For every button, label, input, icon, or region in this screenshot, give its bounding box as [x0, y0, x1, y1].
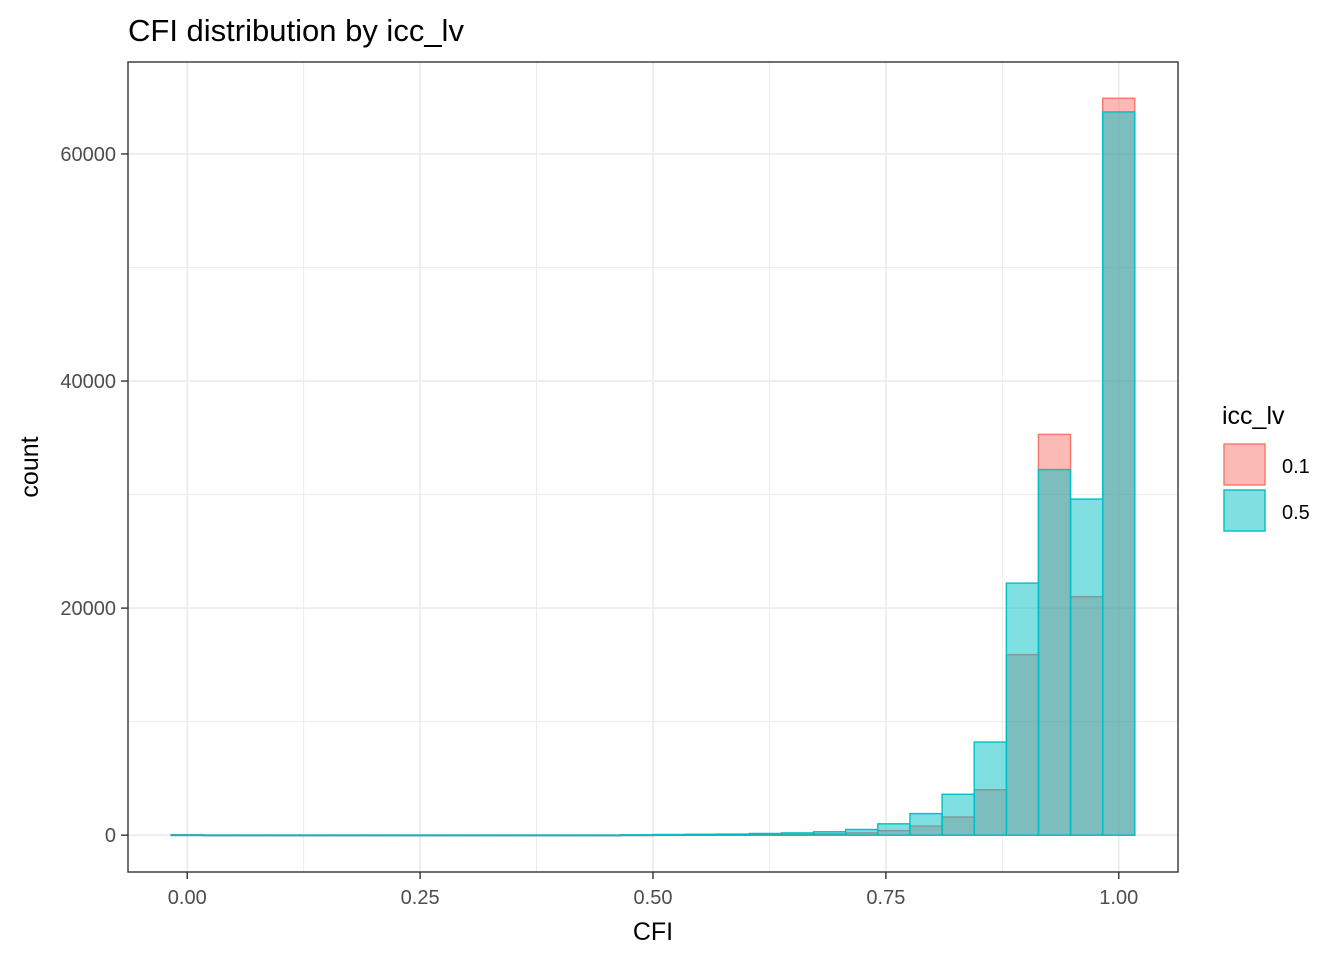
- plot-panel: [127, 61, 1179, 873]
- legend-label: 0.1: [1282, 456, 1310, 478]
- bar-0.5-13: [588, 834, 622, 837]
- bar-0.5-12: [555, 834, 590, 837]
- bar-0.5-29: [1101, 111, 1136, 836]
- bar-0.5-14: [620, 834, 654, 837]
- bar-0.5-8: [427, 834, 462, 837]
- x-tick-label: 1.00: [1099, 887, 1138, 909]
- bar-0.5-20: [812, 831, 847, 836]
- x-axis: 0.00 0.25 0.50 0.75 1.00: [168, 872, 1138, 909]
- bar-0.5-18: [748, 832, 783, 836]
- grid-major: [128, 62, 1178, 872]
- bar-0.5-16: [684, 833, 718, 836]
- legend-key-0.1: [1223, 443, 1266, 486]
- x-tick-label: 0.25: [401, 887, 440, 909]
- legend-key-0.5: [1223, 489, 1266, 532]
- bar-0.5-2: [234, 834, 269, 837]
- x-axis-label: CFI: [633, 918, 673, 946]
- bar-0.5-22: [877, 823, 911, 836]
- bar-0.5-6: [363, 834, 397, 837]
- bar-0.5-3: [266, 834, 301, 837]
- bar-0.5-17: [716, 833, 751, 836]
- bar-0.5-23: [909, 812, 943, 836]
- legend-items: 0.1 0.5: [1223, 443, 1310, 532]
- bar-0.5-15: [652, 833, 686, 836]
- y-tick-label: 40000: [60, 371, 116, 393]
- bar-0.5-4: [298, 834, 333, 837]
- bar-0.5-5: [331, 834, 365, 837]
- x-tick-label: 0.50: [634, 887, 673, 909]
- bar-0.5-10: [491, 834, 526, 837]
- legend: icc_lv 0.1 0.5: [1222, 402, 1310, 532]
- x-tick-label: 0.00: [168, 887, 207, 909]
- bar-0.5-11: [523, 834, 558, 837]
- bar-0.5-24: [941, 793, 975, 836]
- y-tick-label: 0: [105, 825, 116, 847]
- bar-0.5-28: [1069, 498, 1104, 836]
- bar-0.5-7: [395, 834, 429, 837]
- bar-0.5-21: [844, 828, 879, 836]
- y-tick-label: 20000: [60, 598, 116, 620]
- y-axis-label: count: [16, 436, 44, 497]
- bar-0.5-0: [170, 834, 205, 837]
- bar-0.5-27: [1037, 468, 1072, 836]
- x-tick-label: 0.75: [866, 887, 905, 909]
- legend-label: 0.5: [1282, 502, 1310, 524]
- bar-0.5-19: [780, 832, 815, 836]
- series-bars-0.5: [170, 111, 1136, 837]
- bar-0.5-25: [973, 741, 1008, 836]
- y-tick-label: 60000: [60, 144, 116, 166]
- chart-title: CFI distribution by icc_lv: [128, 13, 464, 48]
- y-axis: 0 20000 40000 60000: [60, 144, 128, 847]
- bar-0.5-26: [1005, 582, 1040, 836]
- legend-title: icc_lv: [1222, 402, 1285, 430]
- bar-0.5-1: [202, 834, 237, 837]
- bar-0.5-9: [459, 834, 494, 837]
